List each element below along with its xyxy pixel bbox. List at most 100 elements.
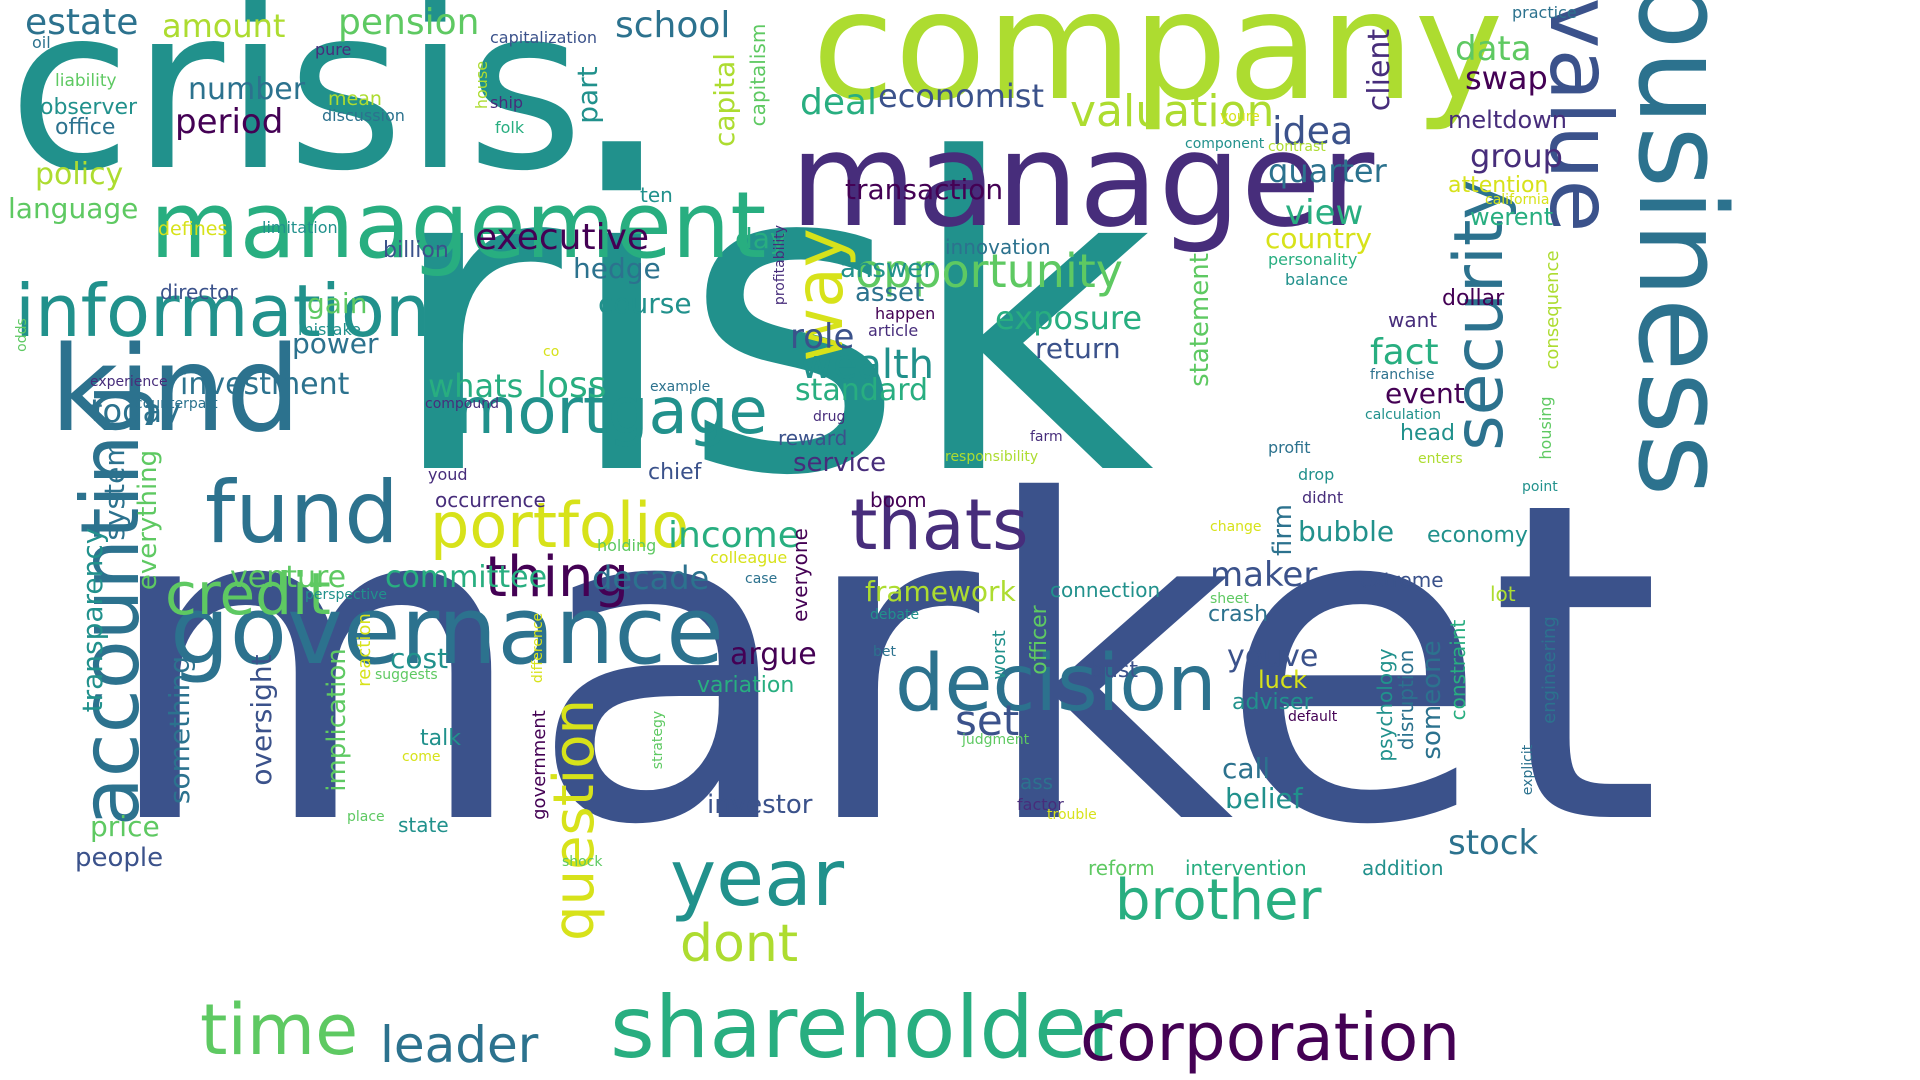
- word-addition: addition: [1362, 856, 1444, 880]
- word-bubble: bubble: [1298, 515, 1395, 548]
- word-portfolio: portfolio: [430, 489, 690, 562]
- word-language: language: [8, 192, 139, 225]
- word-decision: decision: [895, 639, 1217, 729]
- word-corporation: corporation: [1080, 999, 1461, 1076]
- word-economist: economist: [878, 77, 1044, 115]
- word-everything: everything: [133, 449, 163, 591]
- word-consequence: consequence: [1542, 250, 1563, 370]
- word-crisis: crisis: [8, 0, 584, 221]
- word-balance: balance: [1285, 270, 1348, 289]
- word-example: example: [650, 379, 711, 395]
- word-variation: variation: [697, 673, 795, 698]
- word-event: event: [1385, 377, 1465, 410]
- word-part: part: [571, 66, 604, 124]
- word-return: return: [1035, 332, 1121, 365]
- word-debate: debate: [870, 607, 920, 623]
- word-opportunity: opportunity: [855, 244, 1123, 298]
- word-fact: fact: [1370, 332, 1439, 373]
- word-crash: crash: [1208, 602, 1269, 627]
- word-maker: maker: [1210, 555, 1318, 595]
- word-default: default: [1288, 709, 1338, 725]
- word-power: power: [292, 327, 379, 360]
- word-factor: factor: [1017, 795, 1064, 814]
- word-youre: youre: [1220, 109, 1260, 125]
- word-governance: governance: [170, 577, 724, 686]
- word-director: director: [160, 280, 238, 304]
- word-suggests: suggests: [375, 667, 438, 683]
- word-psychology: psychology: [1373, 648, 1397, 762]
- word-officer: officer: [1027, 605, 1052, 675]
- word-implication: implication: [322, 648, 352, 792]
- word-boom: boom: [870, 488, 927, 512]
- word-capitalism: capitalism: [746, 23, 770, 127]
- word-lot: lot: [1490, 582, 1516, 606]
- word-manager: manager: [790, 104, 1375, 256]
- word-dont: dont: [680, 914, 799, 974]
- word-folk: folk: [495, 118, 525, 137]
- word-mortgage: mortgage: [455, 375, 768, 449]
- word-swap: swap: [1465, 59, 1548, 97]
- word-head: head: [1400, 421, 1455, 446]
- word-component: component: [1185, 136, 1265, 152]
- word-constraint: constraint: [1446, 619, 1470, 721]
- word-house: house: [472, 60, 491, 110]
- word-holding: holding: [597, 536, 657, 555]
- word-co: co: [543, 344, 560, 360]
- word-today: today: [90, 392, 181, 430]
- word-investment: investment: [180, 367, 350, 402]
- word-something: something: [163, 655, 196, 805]
- word-mistake: mistake: [298, 320, 361, 339]
- word-dollar: dollar: [1442, 286, 1505, 311]
- word-difference: difference: [530, 612, 546, 684]
- word-set: set: [955, 696, 1020, 745]
- word-reform: reform: [1088, 856, 1155, 880]
- word-bust: bust: [1090, 658, 1138, 683]
- word-belief: belief: [1225, 782, 1303, 815]
- word-client: client: [1362, 28, 1397, 112]
- word-course: course: [598, 287, 692, 320]
- word-office: office: [55, 115, 116, 140]
- word-time: time: [200, 989, 359, 1071]
- word-point: point: [1522, 479, 1558, 495]
- word-strategy: strategy: [650, 710, 666, 770]
- word-practice: practice: [1512, 3, 1577, 22]
- word-drug: drug: [813, 409, 846, 425]
- word-venture: venture: [230, 560, 347, 595]
- word-liability: liability: [55, 71, 117, 91]
- word-people: people: [75, 843, 164, 873]
- word-period: period: [175, 102, 284, 142]
- word-youd: youd: [428, 465, 468, 484]
- word-shareholder: shareholder: [610, 978, 1123, 1078]
- word-framework: framework: [865, 575, 1016, 608]
- word-economy: economy: [1427, 523, 1528, 548]
- word-information: information: [15, 269, 431, 353]
- word-decade: decade: [592, 559, 710, 597]
- word-state: state: [398, 813, 449, 837]
- word-werent: werent: [1470, 203, 1554, 231]
- word-calculation: calculation: [1365, 407, 1442, 423]
- word-someone: someone: [1417, 640, 1447, 760]
- word-profitability: profitability: [772, 224, 788, 306]
- word-place: place: [347, 809, 385, 825]
- word-income: income: [668, 515, 800, 556]
- word-contrast: contrast: [1268, 139, 1326, 155]
- word-sheet: sheet: [1210, 591, 1249, 607]
- word-franchise: franchise: [1370, 367, 1435, 383]
- word-observer: observer: [40, 95, 138, 120]
- word-innovation: innovation: [945, 235, 1051, 259]
- word-pension: pension: [338, 2, 480, 43]
- word-connection: connection: [1050, 578, 1161, 602]
- word-responsibility: responsibility: [945, 449, 1039, 465]
- word-occurrence: occurrence: [435, 488, 546, 512]
- word-service: service: [793, 448, 887, 478]
- word-thats: thats: [850, 484, 1029, 566]
- word-luck: luck: [1258, 666, 1307, 694]
- word-group: group: [1470, 137, 1563, 175]
- word-everyone: everyone: [788, 528, 812, 622]
- word-amount: amount: [162, 7, 286, 45]
- word-school: school: [615, 5, 731, 46]
- word-didnt: didnt: [1302, 488, 1344, 507]
- word-change: change: [1210, 519, 1262, 535]
- word-question: question: [542, 699, 607, 941]
- word-california: california: [1485, 192, 1550, 208]
